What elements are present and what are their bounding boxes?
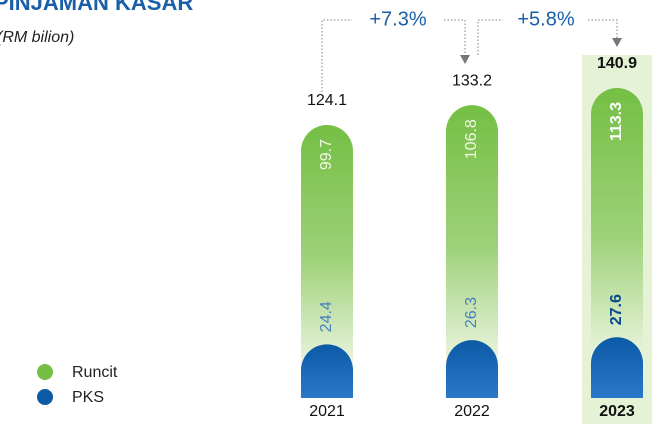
legend-swatch	[37, 389, 53, 405]
legend-swatch	[37, 364, 53, 380]
bar-segment	[591, 88, 643, 364]
arrow-head	[612, 38, 622, 47]
value-label: 113.3	[608, 102, 625, 141]
growth-connectors	[321, 19, 618, 92]
chart-subtitle: (RM bilion)	[0, 29, 74, 46]
legend-label: Runcit	[72, 364, 118, 381]
x-tick-label: 2021	[309, 403, 345, 420]
growth-label: +5.8%	[517, 8, 574, 30]
bar-segment	[301, 124, 353, 371]
value-label: 106.8	[463, 119, 480, 159]
x-tick-label: 2022	[454, 403, 490, 420]
x-tick-label: 2023	[599, 403, 635, 420]
value-label: 24.4	[318, 301, 335, 332]
value-label: 26.3	[463, 297, 480, 328]
growth-label: +7.3%	[369, 8, 426, 30]
chart-title: PINJAMAN KASAR	[0, 0, 193, 15]
bar-segment	[591, 337, 643, 398]
value-label: 27.6	[608, 294, 625, 325]
total-label: 133.2	[452, 72, 492, 89]
legend-label: PKS	[72, 389, 104, 406]
total-label: 124.1	[307, 92, 347, 109]
bar-segment	[446, 105, 498, 367]
total-label: 140.9	[597, 55, 637, 72]
value-label: 99.7	[318, 139, 335, 170]
arrow-head	[460, 55, 470, 64]
bar-segment	[446, 340, 498, 398]
bar-segment	[301, 344, 353, 398]
